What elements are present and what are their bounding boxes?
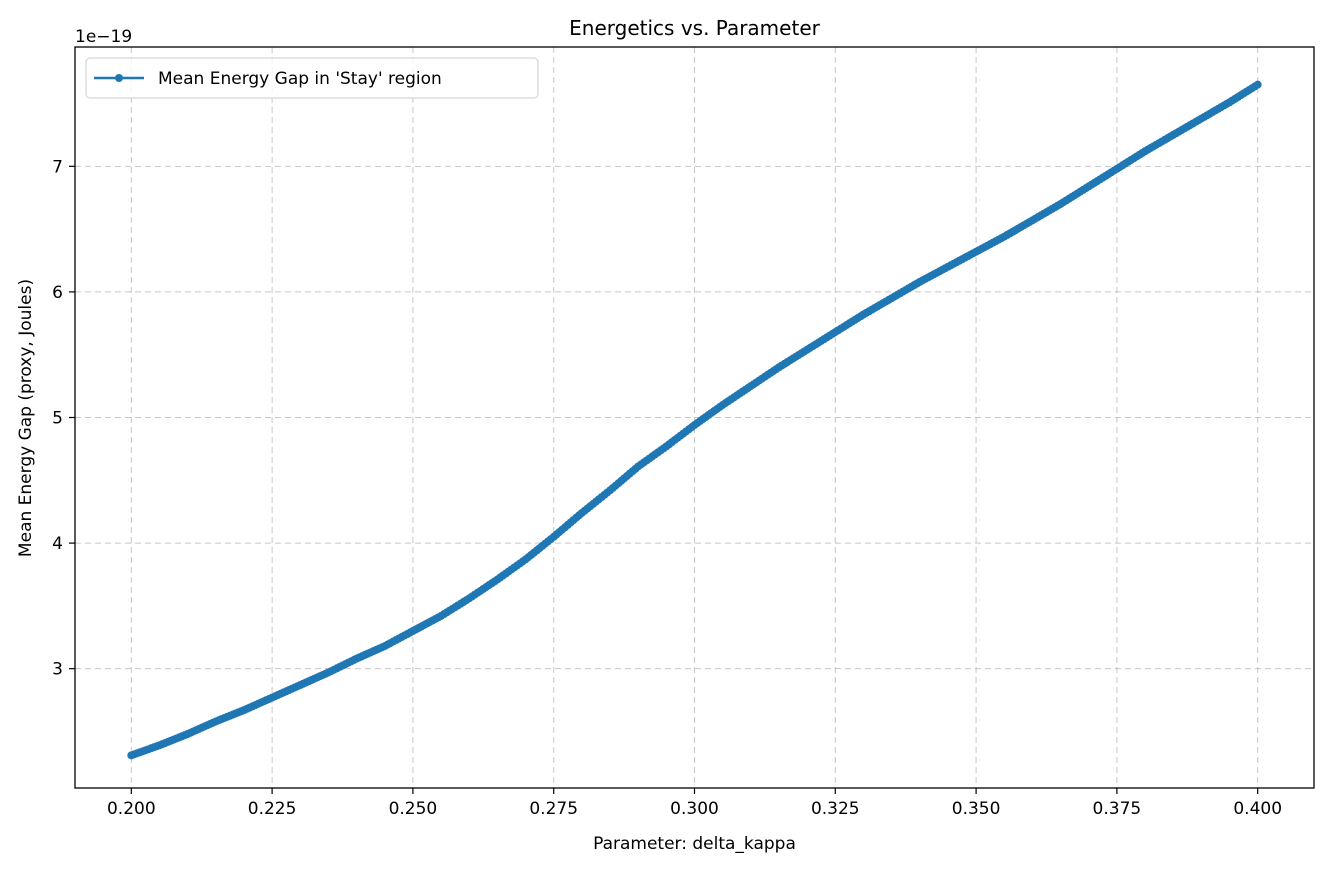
y-offset-label: 1e−19 <box>75 27 132 47</box>
y-tick-label: 6 <box>52 283 63 303</box>
x-tick-label: 0.225 <box>248 799 297 819</box>
y-tick-label: 5 <box>52 409 63 429</box>
legend-box <box>85 57 539 99</box>
legend-entry-label: Mean Energy Gap in 'Stay' region <box>158 69 442 89</box>
ticks: 0.200 0.225 0.250 0.275 0.300 0.325 0.350 0.375… <box>52 157 1282 819</box>
x-tick-label: 0.275 <box>529 799 578 819</box>
x-tick-label: 0.300 <box>670 799 719 819</box>
series-layer <box>127 80 1262 760</box>
x-tick-label: 0.325 <box>811 799 860 819</box>
x-tick-label: 0.200 <box>107 799 156 819</box>
y-tick-label: 7 <box>52 157 63 177</box>
y-tick-label: 4 <box>52 534 63 554</box>
x-tick-label: 0.400 <box>1233 799 1282 819</box>
data-point <box>1253 80 1262 89</box>
legend-marker <box>115 74 123 82</box>
y-tick-label: 3 <box>52 660 63 680</box>
x-axis-label: Parameter: delta_kappa <box>593 834 796 854</box>
x-tick-label: 0.250 <box>389 799 438 819</box>
legend: Mean Energy Gap in 'Stay' region <box>85 57 539 99</box>
x-tick-label: 0.375 <box>1093 799 1142 819</box>
y-axis-label: Mean Energy Gap (proxy, Joules) <box>16 279 36 557</box>
chart-title: Energetics vs. Parameter <box>569 16 820 40</box>
x-tick-label: 0.350 <box>952 799 1001 819</box>
grid <box>75 47 1314 788</box>
